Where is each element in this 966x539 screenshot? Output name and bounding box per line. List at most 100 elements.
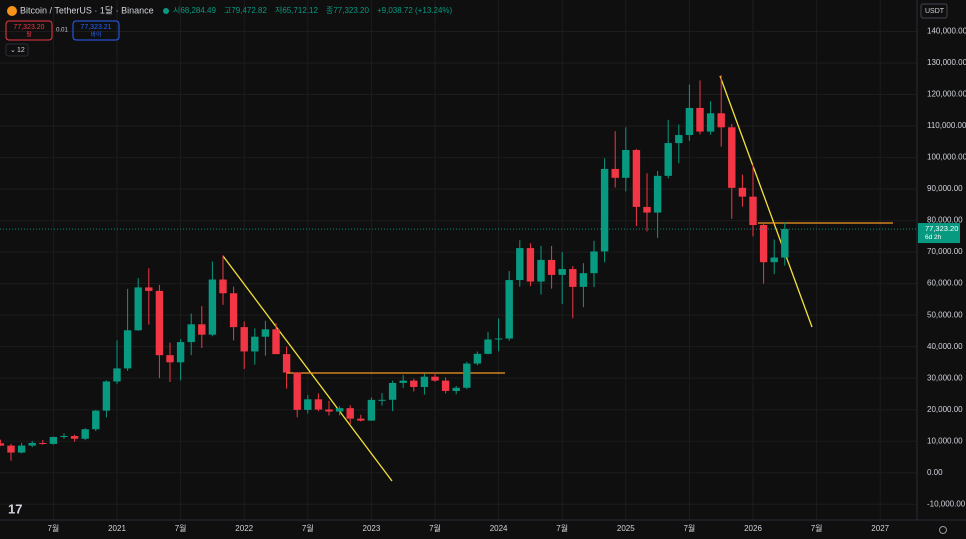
candle-body — [378, 399, 386, 401]
candle-body — [632, 150, 641, 207]
x-tick-label: 2026 — [744, 524, 762, 533]
ohlc-low: 저65,712.12 — [275, 6, 319, 15]
buy-label: 바이 — [90, 31, 101, 39]
y-tick-label: 110,000.00 — [927, 121, 966, 130]
y-tick-label: 90,000.00 — [927, 184, 963, 193]
candle-body — [505, 280, 513, 339]
currency-button[interactable] — [920, 3, 948, 19]
candle-body — [166, 355, 174, 363]
ohlc-open: 시68,284.49 — [173, 6, 217, 15]
candle-body — [102, 381, 111, 411]
indicator-toggle[interactable] — [5, 43, 29, 57]
candle-body — [0, 443, 5, 446]
ohlc-close: 종77,323.20 — [326, 6, 370, 15]
candle-body — [611, 168, 619, 178]
sell-price: 77,323.20 — [13, 24, 44, 31]
y-tick-label: 30,000.00 — [927, 373, 963, 382]
x-tick-label: 2025 — [617, 524, 635, 533]
candle-body — [92, 410, 100, 430]
x-tick-label: 2022 — [235, 524, 253, 533]
ohlc-change: +9,038.72 (+13.24%) — [377, 6, 453, 15]
candle-body — [60, 436, 68, 438]
x-tick-label: 7월 — [302, 523, 314, 533]
candle-body — [17, 445, 26, 453]
y-tick-label: 100,000.00 — [927, 153, 966, 162]
candle-body — [81, 429, 89, 439]
ohlc-high: 고79,472.82 — [224, 6, 268, 15]
x-tick-label: 7월 — [429, 523, 441, 533]
candle-body — [123, 330, 132, 369]
y-tick-label: 0.00 — [927, 468, 943, 477]
buy-price: 77,323.21 — [80, 24, 111, 31]
candle-body — [537, 259, 545, 282]
currency: USDT — [925, 8, 945, 15]
candle-body — [431, 376, 439, 381]
candle-body — [282, 354, 291, 373]
indicator-arrow: ⌄ — [10, 47, 16, 54]
indicator-count: 12 — [17, 47, 25, 54]
candle-body — [463, 363, 471, 388]
candle-body — [664, 143, 672, 176]
y-tick-label: 130,000.00 — [927, 58, 966, 67]
candle-body — [643, 206, 651, 213]
candle-body — [388, 382, 397, 400]
candle-body — [187, 324, 195, 343]
candle-body — [516, 248, 524, 281]
candle-body — [717, 113, 725, 128]
candle-body — [558, 269, 566, 275]
x-tick-label: 2023 — [363, 524, 381, 533]
candle-body — [28, 442, 36, 446]
x-tick-label: 2021 — [108, 524, 126, 533]
y-tick-label: 50,000.00 — [927, 310, 963, 319]
candle-body — [569, 269, 577, 287]
candle-body — [325, 409, 333, 412]
candle-body — [770, 257, 778, 263]
candle-body — [494, 338, 503, 340]
x-tick-label: 2027 — [871, 524, 889, 533]
y-tick-label: 10,000.00 — [927, 436, 963, 445]
trendline[interactable] — [222, 255, 393, 482]
candle-body — [781, 229, 789, 258]
candle-body — [441, 380, 450, 391]
candle-body — [251, 336, 259, 352]
x-tick-label: 7월 — [175, 523, 187, 533]
candle-body — [738, 187, 747, 197]
candle-body — [622, 150, 630, 178]
candle-body — [547, 259, 556, 275]
candle-body — [653, 175, 662, 213]
candle-body — [49, 436, 58, 444]
x-tick-label: 7월 — [683, 523, 695, 533]
candle-body — [304, 399, 312, 410]
candle-body — [7, 445, 15, 453]
candle-body — [473, 353, 482, 364]
tv-logo[interactable]: 17 — [8, 501, 22, 516]
status-dot — [163, 8, 169, 14]
candle-body — [293, 372, 301, 410]
candle-body — [272, 329, 280, 355]
candle-body — [749, 196, 757, 226]
sell-label: 팔 — [26, 32, 32, 39]
y-tick-label: 40,000.00 — [927, 342, 963, 351]
candle-body — [685, 107, 694, 136]
x-tick-label: 7월 — [811, 523, 823, 533]
settings-icon[interactable] — [939, 526, 947, 534]
coin-icon — [7, 6, 17, 16]
buy-button[interactable] — [72, 20, 120, 41]
sell-button[interactable] — [5, 20, 53, 41]
symbol-title[interactable]: Bitcoin / TetherUS · 1달 · Binance — [20, 4, 154, 15]
candle-body — [229, 293, 238, 328]
x-tick-label: 7월 — [556, 523, 568, 533]
y-tick-label: 140,000.00 — [927, 27, 966, 36]
x-tick-label: 7월 — [47, 523, 59, 533]
candles — [0, 75, 789, 461]
candle-body — [39, 442, 47, 444]
candle-body — [155, 290, 164, 356]
candle-body — [728, 127, 736, 188]
trendline[interactable] — [719, 75, 813, 328]
y-tick-label: -10,000.00 — [927, 499, 966, 508]
candle-body — [696, 107, 704, 132]
candle-body — [367, 399, 376, 421]
candle-body — [219, 279, 227, 294]
